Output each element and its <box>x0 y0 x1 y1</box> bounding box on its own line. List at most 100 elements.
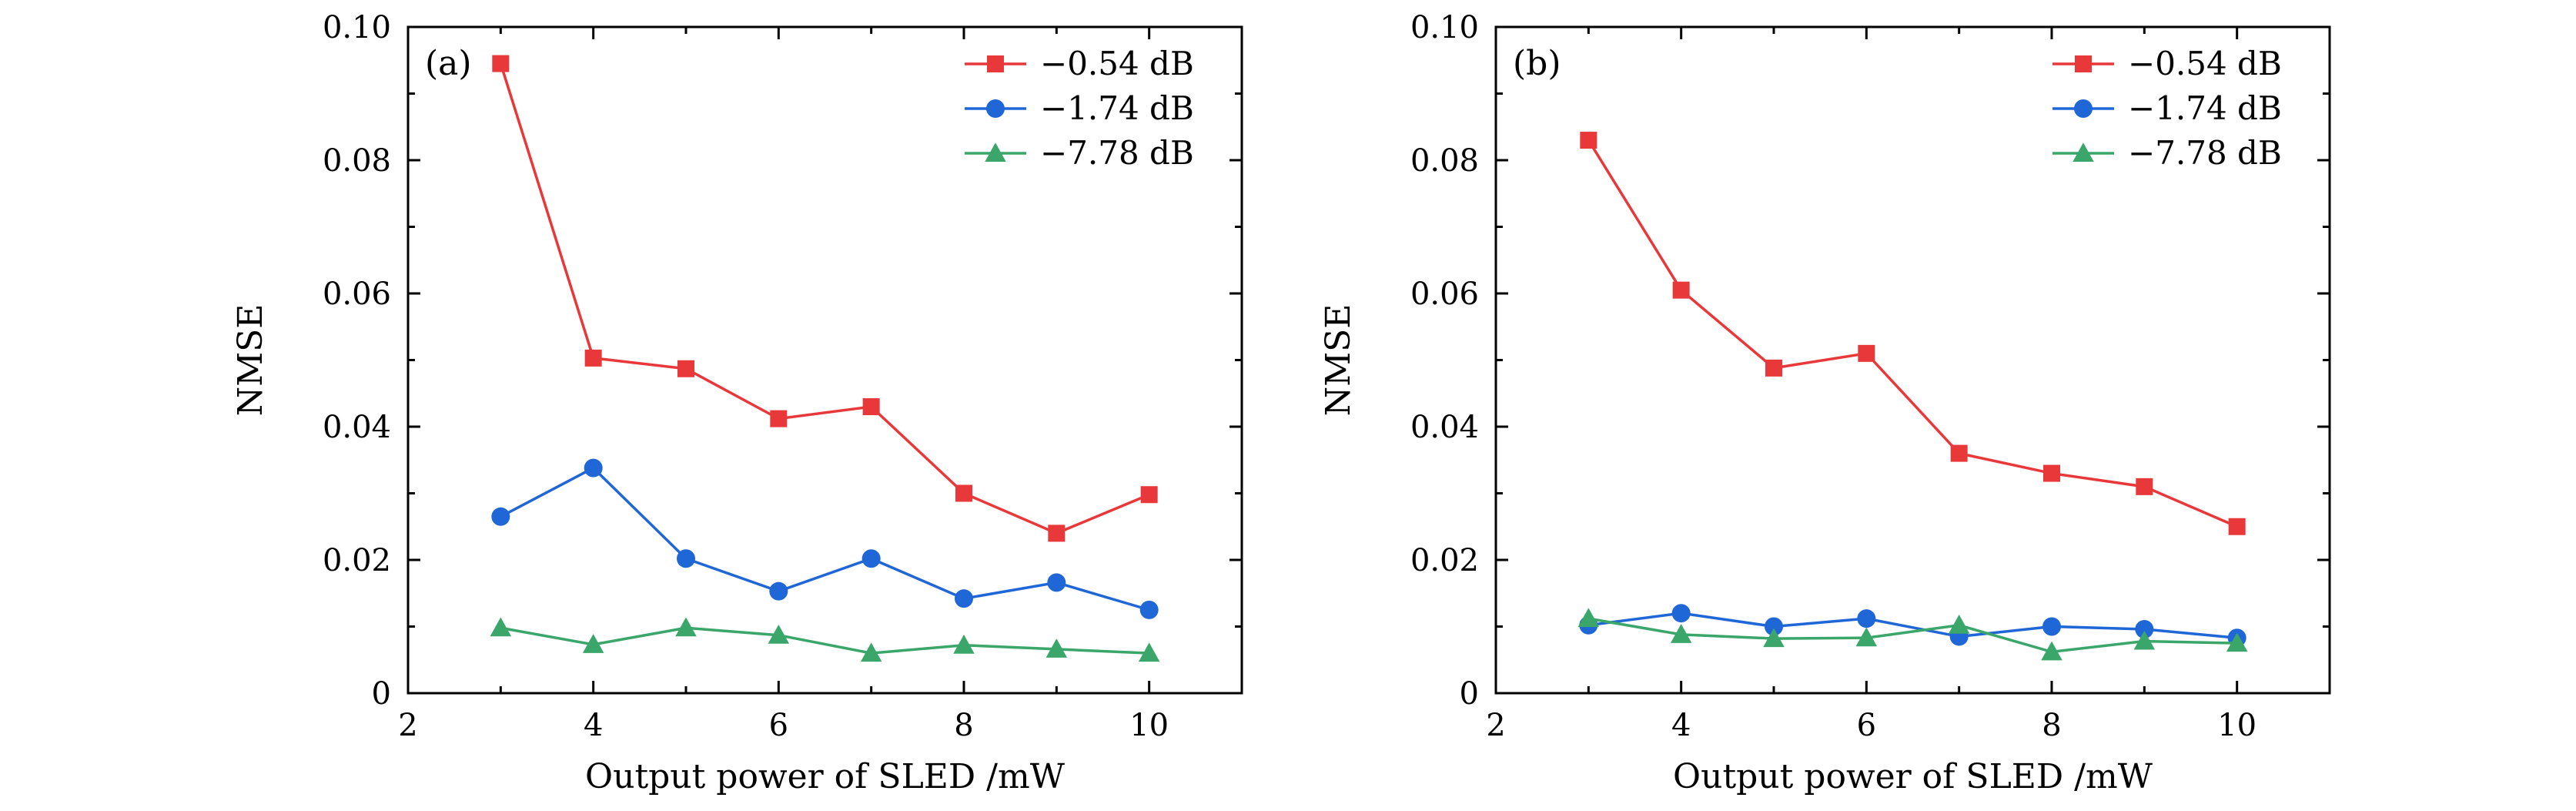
legend-marker <box>985 142 1006 162</box>
y-tick-label: 0.10 <box>1410 10 1479 45</box>
data-point <box>2042 617 2061 636</box>
data-point <box>584 458 603 478</box>
data-point <box>677 549 695 568</box>
legend-item: −1.74 dB <box>965 89 1194 127</box>
x-tick-label: 10 <box>1129 708 1169 743</box>
series-line <box>1587 139 2238 528</box>
y-tick-label: 0.06 <box>323 276 391 312</box>
data-point <box>1855 627 1878 647</box>
y-tick-label: 0.06 <box>1410 276 1479 312</box>
data-point <box>677 360 694 377</box>
data-point <box>955 484 972 502</box>
data-point <box>770 410 788 427</box>
data-point <box>492 55 510 72</box>
y-tick-label: 0.10 <box>323 10 391 45</box>
data-point <box>1140 486 1158 504</box>
data-point <box>1580 132 1597 149</box>
x-axis-label: Output power of SLED /mW <box>585 757 1066 796</box>
x-tick-label: 4 <box>584 708 603 743</box>
y-tick-label: 0 <box>372 676 391 712</box>
legend-marker <box>2073 142 2094 162</box>
legend-marker <box>986 99 1005 118</box>
series-3 <box>1577 608 2248 661</box>
data-point <box>1765 359 1782 377</box>
legend-marker <box>987 55 1004 72</box>
data-point <box>491 507 510 526</box>
y-tick-label: 0.02 <box>323 543 391 578</box>
data-point <box>1139 600 1159 619</box>
data-point <box>1138 642 1160 662</box>
x-tick-label: 8 <box>954 708 973 743</box>
series-2 <box>491 458 1159 619</box>
data-point <box>1048 524 1066 542</box>
x-tick-label: 2 <box>1486 708 1505 743</box>
x-tick-label: 4 <box>1671 708 1691 743</box>
legend-marker <box>2074 99 2093 118</box>
panel-label: (a) <box>425 44 472 83</box>
legend-item: −7.78 dB <box>2052 134 2282 172</box>
legend-marker <box>2075 55 2092 72</box>
data-point <box>1045 638 1068 658</box>
data-point <box>953 634 975 654</box>
data-point <box>584 349 602 367</box>
series-3 <box>490 617 1160 662</box>
legend-label: −7.78 dB <box>2128 134 2282 172</box>
data-point <box>1950 444 1968 462</box>
legend-label: −1.74 dB <box>1040 89 1194 127</box>
y-tick-label: 0.04 <box>323 410 391 445</box>
y-tick-label: 0.02 <box>1410 543 1479 578</box>
data-point <box>1672 281 1690 299</box>
data-point <box>2043 464 2060 482</box>
legend-label: −0.54 dB <box>2128 45 2282 82</box>
chart-panel-b: 2 4 6 8 10 0 0.02 0.04 0.06 0.08 0.10 Output power … <box>1319 10 2331 796</box>
data-point <box>2135 619 2154 638</box>
data-point <box>2136 478 2153 495</box>
y-tick-label: 0.08 <box>323 143 391 179</box>
series-line <box>500 626 1149 655</box>
legend: −0.54 dB −1.74 dB −7.78 dB <box>2052 45 2282 172</box>
series-line <box>1588 612 2237 639</box>
y-axis-label: NMSE <box>231 304 270 417</box>
data-point <box>860 642 882 662</box>
x-tick-label: 6 <box>769 708 788 743</box>
data-point <box>1765 617 1783 636</box>
data-point <box>1671 604 1691 623</box>
legend: −0.54 dB −1.74 dB −7.78 dB <box>965 45 1194 172</box>
x-tick-label: 10 <box>2217 708 2257 743</box>
data-point <box>2041 641 2062 661</box>
data-point <box>862 398 880 416</box>
series-line <box>1588 617 2237 654</box>
data-point <box>1047 573 1066 592</box>
series-1 <box>1580 132 2246 535</box>
legend-label: −0.54 dB <box>1040 45 1194 82</box>
y-tick-label: 0.08 <box>1410 143 1479 179</box>
data-point <box>1948 615 1970 634</box>
panel-label: (b) <box>1513 44 1561 83</box>
x-tick-label: 2 <box>398 708 417 743</box>
series-line <box>500 466 1150 612</box>
data-point <box>1670 624 1692 643</box>
data-point <box>1763 628 1785 648</box>
data-point <box>1857 609 1876 628</box>
data-point <box>1577 608 1600 628</box>
data-point <box>2228 518 2246 535</box>
data-point <box>768 624 790 644</box>
data-point <box>675 617 697 637</box>
chart-panel-a: 2 4 6 8 10 0 0.02 0.04 0.06 0.08 0.10 Output power … <box>231 10 1243 796</box>
x-tick-label: 8 <box>2042 708 2061 743</box>
data-point <box>861 549 881 568</box>
legend-item: −0.54 dB <box>2052 45 2282 82</box>
legend-item: −7.78 dB <box>965 134 1194 172</box>
y-axis-label: NMSE <box>1319 304 1358 417</box>
x-tick-label: 6 <box>1857 708 1876 743</box>
data-point <box>769 581 788 601</box>
series-1 <box>492 55 1158 542</box>
legend-item: −0.54 dB <box>965 45 1194 82</box>
series-line <box>499 63 1150 535</box>
data-point <box>2133 630 2156 650</box>
data-point <box>490 617 512 637</box>
data-point <box>1858 344 1875 362</box>
x-axis-label: Output power of SLED /mW <box>1673 757 2153 796</box>
data-point <box>582 634 604 653</box>
